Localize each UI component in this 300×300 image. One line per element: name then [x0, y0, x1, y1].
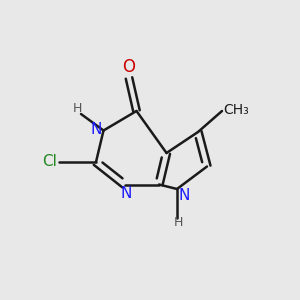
- Text: H: H: [73, 103, 83, 116]
- Text: N: N: [120, 186, 132, 201]
- Text: N: N: [178, 188, 190, 203]
- Text: CH₃: CH₃: [224, 103, 249, 117]
- Text: O: O: [122, 58, 136, 76]
- Text: N: N: [91, 122, 102, 137]
- Text: H: H: [174, 216, 183, 229]
- Text: Cl: Cl: [42, 154, 57, 169]
